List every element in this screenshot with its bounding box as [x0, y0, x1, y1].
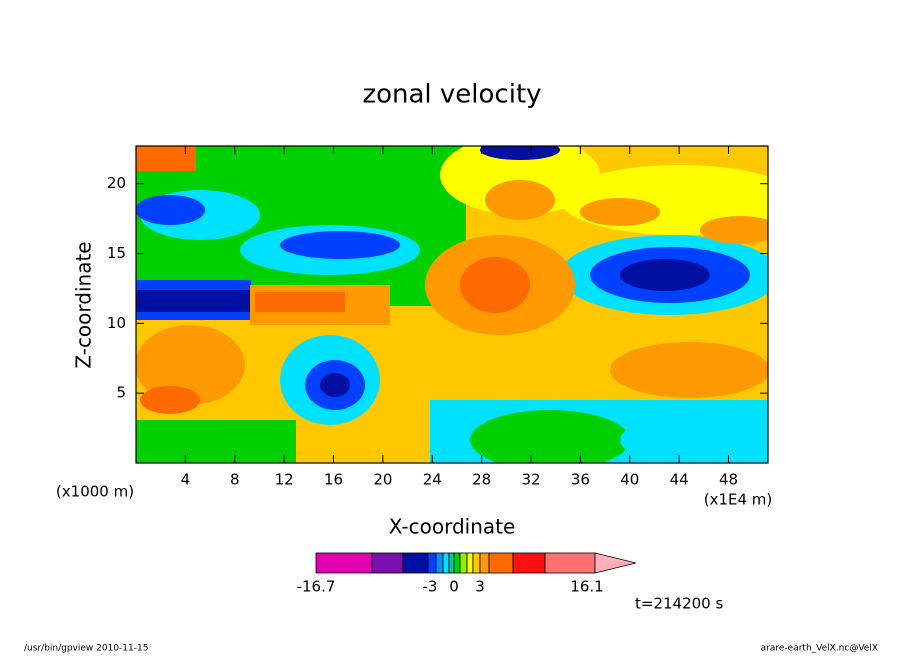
colorbar-segment	[453, 552, 461, 574]
y-tick-label: 20	[107, 174, 126, 192]
y-tick-label: 10	[107, 314, 126, 332]
y-tick-label: 5	[116, 384, 126, 402]
colorbar-segment	[315, 552, 373, 574]
colorbar-extend	[594, 552, 637, 574]
colorbar-segment	[488, 552, 514, 574]
x-tick-label: 32	[521, 471, 540, 489]
x-tick-label: 40	[620, 471, 639, 489]
x-tick-label: 24	[423, 471, 442, 489]
colorbar-segment	[512, 552, 546, 574]
x-tick-label: 8	[230, 471, 240, 489]
x-tick-label: 36	[571, 471, 590, 489]
chart-title: zonal velocity	[362, 80, 541, 110]
x-tick-label: 44	[670, 471, 689, 489]
colorbar-label: -16.7	[297, 578, 336, 596]
x-unit: (x1E4 m)	[704, 491, 773, 509]
contour-field	[136, 146, 768, 463]
x-tick-label: 12	[275, 471, 294, 489]
colorbar-segment	[427, 552, 437, 574]
colorbar-segment	[371, 552, 404, 574]
x-axis-label: X-coordinate	[389, 515, 516, 539]
colorbar-segment	[544, 552, 596, 574]
x-tick-label: 16	[324, 471, 343, 489]
colorbar-segment	[479, 552, 490, 574]
colorbar-segment	[466, 552, 474, 574]
colorbar-segment	[435, 552, 444, 574]
footer-right: arare-earth_VelX.nc@VelX	[761, 644, 878, 654]
colorbar-label: 0	[449, 578, 459, 596]
x-tick-label: 28	[472, 471, 491, 489]
colorbar-segment	[459, 552, 468, 574]
x-tick-label: 48	[719, 471, 738, 489]
colorbar-label: -3	[423, 578, 438, 596]
colorbar-segment	[472, 552, 481, 574]
x-tick-label: 4	[181, 471, 191, 489]
y-unit: (x1000 m)	[56, 483, 134, 501]
y-tick-label: 15	[107, 244, 126, 262]
y-axis-label: Z-coordinate	[72, 241, 96, 368]
time-label: t=214200 s	[635, 595, 723, 613]
colorbar-label: 3	[475, 578, 485, 596]
footer-left: /usr/bin/gpview 2010-11-15	[24, 644, 148, 654]
colorbar-segment	[448, 552, 455, 574]
colorbar: -16.7 -3 0 3 16.1	[297, 552, 637, 596]
x-tick-label: 20	[373, 471, 392, 489]
colorbar-segment	[442, 552, 450, 574]
colorbar-label: 16.1	[570, 578, 603, 596]
colorbar-segment	[402, 552, 429, 574]
plot-frame	[135, 145, 769, 464]
